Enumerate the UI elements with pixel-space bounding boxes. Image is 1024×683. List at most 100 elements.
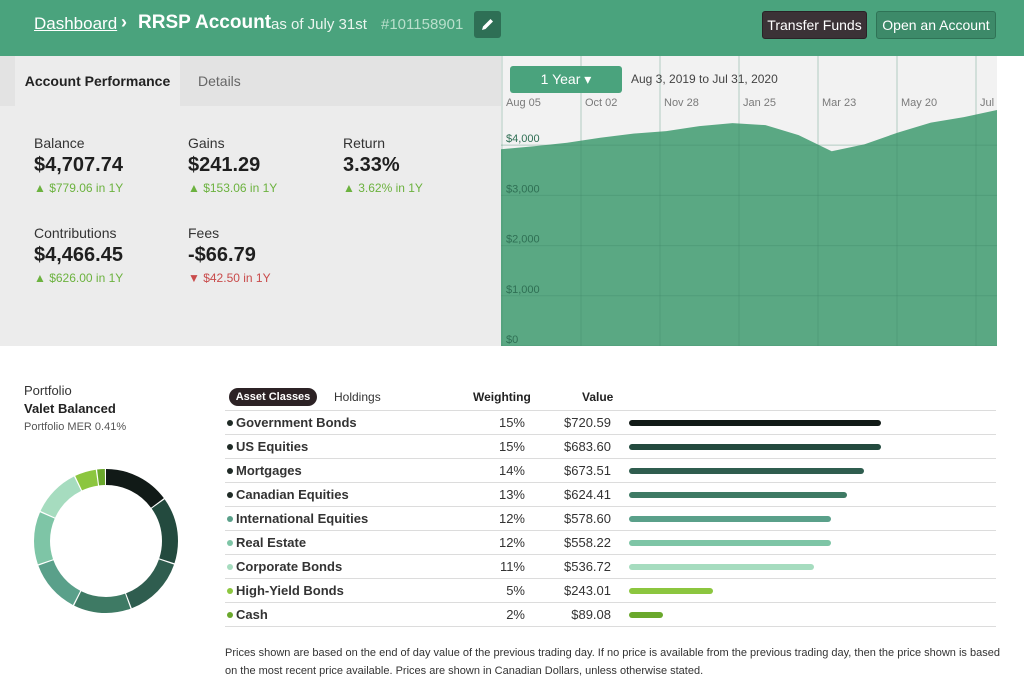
fees-change: ▼ $42.50 in 1Y [188, 271, 271, 285]
asset-class-name: International Equities [236, 511, 369, 526]
tab-bar: Account Performance Details [0, 56, 501, 106]
return-stat: Return 3.33% ▲ 3.62% in 1Y [343, 135, 423, 195]
allocation-bar [629, 564, 814, 570]
asset-class-value: $578.60 [564, 511, 611, 526]
fees-label: Fees [188, 225, 220, 241]
table-row[interactable]: Corporate Bonds 11% $536.72 [225, 555, 996, 579]
asset-class-name: US Equities [236, 439, 309, 454]
pricing-footnote: Prices shown are based on the end of day… [225, 647, 1000, 677]
edit-account-button[interactable] [474, 11, 501, 38]
x-tick-label: Oct 02 [585, 97, 617, 109]
allocation-bar [629, 540, 831, 546]
gains-value: $241.29 [188, 154, 261, 176]
balance-change: ▲ $779.06 in 1Y [34, 181, 124, 195]
y-tick-label: $3,000 [506, 183, 540, 195]
asset-class-weight: 12% [498, 535, 525, 550]
asset-class-value: $536.72 [564, 559, 611, 574]
y-tick-label: $0 [506, 334, 518, 346]
x-tick-label: Jan 25 [743, 97, 776, 109]
table-row[interactable]: Canadian Equities 13% $624.41 [225, 483, 996, 507]
time-range-dropdown[interactable]: 1 Year ▾ [510, 66, 622, 93]
series-dot [227, 588, 233, 594]
asset-class-weight: 12% [498, 511, 525, 526]
allocation-bar [629, 516, 831, 522]
y-tick-label: $4,000 [506, 133, 540, 145]
asset-class-name: Government Bonds [236, 415, 357, 430]
fees-stat: Fees -$66.79 ▼ $42.50 in 1Y [188, 225, 271, 285]
contributions-label: Contributions [34, 225, 117, 241]
tab-asset-classes[interactable]: Asset Classes [229, 388, 317, 406]
x-tick-label: Jul [980, 97, 994, 109]
tab-details[interactable]: Details [198, 73, 241, 89]
table-row[interactable]: US Equities 15% $683.60 [225, 435, 996, 459]
asset-class-name: Cash [236, 607, 268, 622]
table-row[interactable]: Cash 2% $89.08 [225, 603, 996, 627]
y-tick-label: $1,000 [506, 284, 540, 296]
allocation-donut-chart [34, 469, 178, 613]
top-header: Dashboard › RRSP Account as of July 31st… [0, 0, 1024, 56]
allocation-bar [629, 588, 713, 594]
asset-class-weight: 14% [498, 463, 525, 478]
asset-class-table: Government Bonds 15% $720.59 US Equities 15%… [225, 410, 996, 627]
return-change: ▲ 3.62% in 1Y [343, 181, 423, 195]
balance-label: Balance [34, 135, 85, 151]
allocation-bar [629, 492, 847, 498]
x-tick-label: Nov 28 [664, 97, 699, 109]
table-row[interactable]: Mortgages 14% $673.51 [225, 459, 996, 483]
balance-area [501, 110, 997, 346]
donut-slice [34, 469, 178, 613]
breadcrumb-separator: › [121, 12, 127, 32]
asset-class-weight: 11% [499, 559, 525, 574]
as-of-date: as of July 31st [271, 16, 367, 33]
asset-class-value: $683.60 [564, 439, 611, 454]
donut-slice [34, 469, 178, 613]
asset-class-weight: 15% [498, 415, 525, 430]
x-tick-label: Aug 05 [506, 97, 541, 109]
series-dot [227, 516, 233, 522]
open-account-button[interactable]: Open an Account [876, 11, 996, 39]
performance-chart[interactable]: Aug 05 Oct 02 Nov 28 Jan 25 Mar 23 May 20 Jul $… [501, 56, 997, 347]
return-value: 3.33% [343, 154, 400, 176]
asset-class-weight: 2% [506, 607, 525, 622]
breadcrumb-dashboard-link[interactable]: Dashboard [34, 14, 118, 33]
table-row[interactable]: Real Estate 12% $558.22 [225, 531, 996, 555]
asset-class-name: Canadian Equities [236, 487, 349, 502]
fees-value: -$66.79 [188, 244, 256, 266]
contributions-value: $4,466.45 [34, 244, 123, 266]
page-title: RRSP Account [138, 12, 272, 33]
series-dot [227, 468, 233, 474]
balance-value: $4,707.74 [34, 154, 123, 176]
asset-class-value: $89.08 [571, 607, 611, 622]
asset-class-weight: 5% [506, 583, 525, 598]
asset-class-weight: 13% [498, 487, 525, 502]
table-row[interactable]: International Equities 12% $578.60 [225, 507, 996, 531]
donut-slice [34, 469, 178, 613]
balance-stat: Balance $4,707.74 ▲ $779.06 in 1Y [34, 135, 123, 195]
asset-class-name: Corporate Bonds [236, 559, 343, 574]
asset-class-name: Real Estate [236, 535, 307, 550]
transfer-funds-button[interactable]: Transfer Funds [762, 11, 867, 39]
series-dot [227, 540, 233, 546]
account-number: #101158901 [381, 16, 464, 33]
asset-class-name: Mortgages [236, 463, 302, 478]
table-row[interactable]: Government Bonds 15% $720.59 [225, 411, 996, 435]
asset-class-value: $624.41 [564, 487, 611, 502]
weighting-header: Weighting [473, 390, 531, 404]
series-dot [227, 444, 233, 450]
series-dot [227, 420, 233, 426]
tab-holdings[interactable]: Holdings [334, 390, 381, 404]
performance-chart-svg: Aug 05 Oct 02 Nov 28 Jan 25 Mar 23 May 20 Jul $… [501, 56, 997, 347]
series-dot [227, 612, 233, 618]
asset-class-value: $558.22 [564, 535, 611, 550]
allocation-bar [629, 444, 881, 450]
y-tick-label: $2,000 [506, 234, 540, 246]
allocation-bar [629, 612, 663, 618]
gains-label: Gains [188, 135, 225, 151]
value-header: Value [582, 390, 614, 404]
gains-change: ▲ $153.06 in 1Y [188, 181, 278, 195]
table-row[interactable]: High-Yield Bonds 5% $243.01 [225, 579, 996, 603]
tab-account-performance[interactable]: Account Performance [15, 56, 180, 106]
series-dot [227, 492, 233, 498]
pencil-icon [482, 19, 493, 30]
x-tick-label: Mar 23 [822, 97, 856, 109]
